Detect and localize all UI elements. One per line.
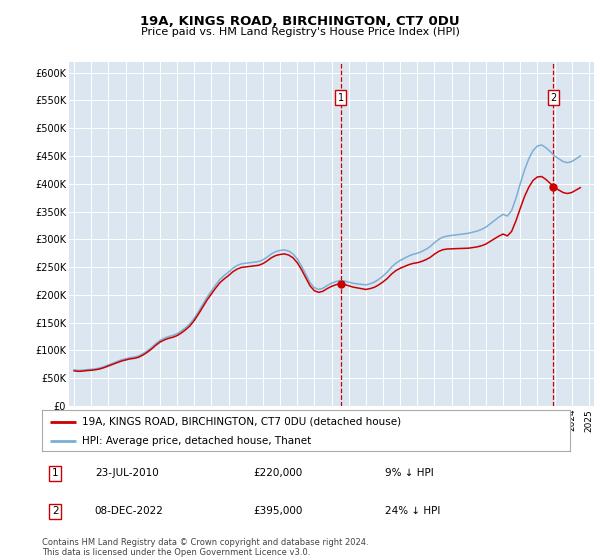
Text: 08-DEC-2022: 08-DEC-2022 xyxy=(95,506,164,516)
Text: 1: 1 xyxy=(338,93,344,103)
Text: 1: 1 xyxy=(52,468,59,478)
Text: Price paid vs. HM Land Registry's House Price Index (HPI): Price paid vs. HM Land Registry's House … xyxy=(140,27,460,38)
Text: HPI: Average price, detached house, Thanet: HPI: Average price, detached house, Than… xyxy=(82,436,311,446)
Text: 2: 2 xyxy=(52,506,59,516)
Text: 23-JUL-2010: 23-JUL-2010 xyxy=(95,468,158,478)
Text: 19A, KINGS ROAD, BIRCHINGTON, CT7 0DU (detached house): 19A, KINGS ROAD, BIRCHINGTON, CT7 0DU (d… xyxy=(82,417,401,427)
Text: £220,000: £220,000 xyxy=(253,468,302,478)
Text: £395,000: £395,000 xyxy=(253,506,302,516)
Text: 9% ↓ HPI: 9% ↓ HPI xyxy=(385,468,434,478)
Text: 24% ↓ HPI: 24% ↓ HPI xyxy=(385,506,440,516)
Text: Contains HM Land Registry data © Crown copyright and database right 2024.
This d: Contains HM Land Registry data © Crown c… xyxy=(42,538,368,557)
Text: 19A, KINGS ROAD, BIRCHINGTON, CT7 0DU: 19A, KINGS ROAD, BIRCHINGTON, CT7 0DU xyxy=(140,15,460,28)
Text: 2: 2 xyxy=(550,93,556,103)
